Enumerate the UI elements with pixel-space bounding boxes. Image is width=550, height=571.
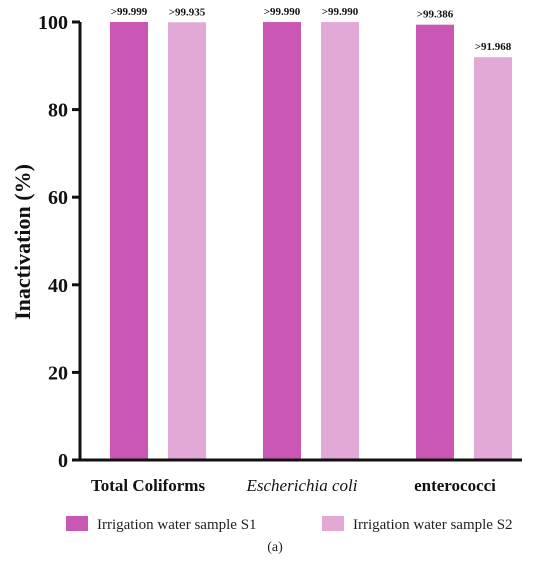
legend-swatch — [322, 516, 344, 531]
bar-2-1 — [168, 22, 206, 461]
category-label: Escherichia coli — [246, 476, 358, 495]
y-axis-ticks: 0 20 40 60 80 100 — [38, 12, 80, 472]
y-tick-label: 0 — [58, 450, 68, 472]
bar-labels: >99.999 >99.990 >99.386 >99.935 >99.990 >91.9… — [111, 6, 512, 53]
y-tick-label: 20 — [48, 362, 68, 384]
legend-label: Irrigation water sample S2 — [353, 517, 513, 533]
bar-2-3 — [474, 57, 512, 460]
y-tick-label: 100 — [38, 12, 68, 34]
bar-1-2 — [263, 22, 301, 461]
bar-value-label: >99.999 — [111, 6, 148, 18]
y-axis-title: Inactivation (%) — [10, 164, 35, 320]
bar-1-3 — [416, 24, 454, 460]
figure-caption: (a) — [267, 540, 283, 555]
bars — [110, 22, 512, 461]
bar-2-2 — [321, 22, 359, 461]
y-tick-label: 60 — [48, 187, 68, 209]
category-label: enterococci — [414, 476, 496, 495]
y-tick-label: 80 — [48, 100, 68, 122]
category-label: Total Coliforms — [91, 476, 206, 495]
legend-swatch — [66, 516, 88, 531]
legend: Irrigation water sample S1 Irrigation wat… — [66, 516, 513, 533]
y-tick-label: 40 — [48, 275, 68, 297]
category-labels: Total Coliforms Escherichia coli enterococ… — [91, 476, 496, 495]
bar-value-label: >99.386 — [417, 9, 454, 21]
bar-value-label: >99.990 — [264, 6, 301, 18]
bar-value-label: >99.990 — [322, 6, 359, 18]
bar-1-1 — [110, 22, 148, 460]
bar-value-label: >99.935 — [169, 6, 206, 18]
legend-label: Irrigation water sample S1 — [97, 517, 257, 533]
bar-value-label: >91.968 — [475, 41, 512, 53]
